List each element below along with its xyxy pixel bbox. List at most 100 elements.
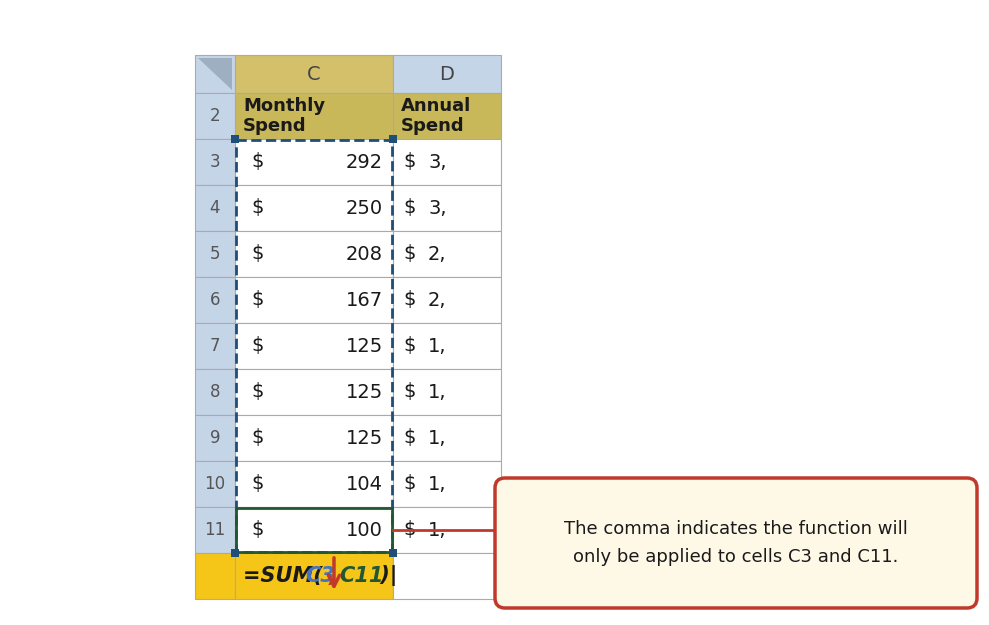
Text: ,: ,: [329, 566, 337, 586]
Text: $: $: [251, 199, 263, 217]
Text: 100: 100: [346, 521, 383, 539]
Bar: [389, 549, 397, 557]
Text: C3: C3: [305, 566, 335, 586]
Bar: [235, 277, 393, 323]
Text: )|: )|: [373, 566, 398, 586]
Text: 1,: 1,: [428, 429, 446, 448]
Text: $: $: [403, 429, 415, 448]
Bar: [393, 415, 501, 461]
Polygon shape: [198, 58, 232, 90]
Bar: [235, 93, 393, 139]
Bar: [195, 507, 235, 553]
Text: D: D: [439, 64, 454, 84]
Text: C: C: [308, 64, 320, 84]
Text: Annual
Spend: Annual Spend: [401, 97, 471, 135]
Text: 208: 208: [346, 244, 383, 264]
Text: $: $: [251, 291, 263, 309]
Text: $: $: [403, 199, 415, 217]
Text: 3: 3: [210, 153, 221, 171]
Bar: [235, 461, 393, 507]
Bar: [393, 323, 501, 369]
Bar: [235, 369, 393, 415]
Text: 6: 6: [210, 291, 221, 309]
Bar: [393, 55, 501, 93]
Text: The comma indicates the function will
only be applied to cells C3 and C11.: The comma indicates the function will on…: [564, 520, 908, 566]
Bar: [393, 507, 501, 553]
Text: 292: 292: [346, 152, 383, 171]
Bar: [393, 369, 501, 415]
Text: $: $: [403, 521, 415, 539]
Text: 2: 2: [210, 107, 221, 125]
Text: $: $: [251, 429, 263, 448]
Bar: [393, 277, 501, 323]
Bar: [235, 415, 393, 461]
Bar: [195, 231, 235, 277]
Bar: [393, 93, 501, 139]
Bar: [236, 140, 392, 552]
Text: $: $: [251, 336, 263, 356]
Text: 11: 11: [205, 521, 225, 539]
Bar: [195, 139, 235, 185]
Bar: [195, 461, 235, 507]
Text: $: $: [403, 474, 415, 494]
Text: 1,: 1,: [428, 474, 446, 494]
Text: $: $: [403, 244, 415, 264]
Bar: [393, 139, 501, 185]
Bar: [393, 461, 501, 507]
Bar: [235, 185, 393, 231]
Bar: [393, 553, 501, 599]
Text: 7: 7: [210, 337, 221, 355]
Bar: [195, 323, 235, 369]
Bar: [195, 553, 235, 599]
Text: $: $: [403, 382, 415, 401]
Text: 167: 167: [346, 291, 383, 309]
Bar: [235, 55, 393, 93]
Text: $: $: [251, 474, 263, 494]
Bar: [236, 508, 392, 552]
Text: C11: C11: [339, 566, 384, 586]
Text: 5: 5: [210, 245, 221, 263]
Text: 2,: 2,: [428, 291, 446, 309]
Text: 1,: 1,: [428, 521, 446, 539]
Bar: [231, 549, 239, 557]
FancyBboxPatch shape: [495, 478, 977, 608]
Bar: [195, 369, 235, 415]
Text: 125: 125: [346, 382, 383, 401]
Text: 2,: 2,: [428, 244, 446, 264]
Text: 104: 104: [346, 474, 383, 494]
Bar: [195, 93, 235, 139]
Text: 4: 4: [210, 199, 221, 217]
Bar: [231, 135, 239, 143]
Text: 250: 250: [346, 199, 383, 217]
Text: $: $: [251, 382, 263, 401]
Bar: [235, 231, 393, 277]
Text: 3,: 3,: [428, 152, 446, 171]
Bar: [195, 277, 235, 323]
Text: 125: 125: [346, 336, 383, 356]
Text: 1,: 1,: [428, 336, 446, 356]
Bar: [235, 139, 393, 185]
Text: 8: 8: [210, 383, 221, 401]
Bar: [235, 507, 393, 553]
Text: $: $: [251, 152, 263, 171]
Bar: [393, 185, 501, 231]
Text: 3,: 3,: [428, 199, 446, 217]
Text: $: $: [403, 291, 415, 309]
Text: 10: 10: [205, 475, 225, 493]
Bar: [195, 415, 235, 461]
Bar: [393, 231, 501, 277]
Text: $: $: [403, 152, 415, 171]
Bar: [389, 135, 397, 143]
Bar: [235, 553, 393, 599]
Text: 1,: 1,: [428, 382, 446, 401]
Text: 9: 9: [210, 429, 221, 447]
Bar: [195, 55, 235, 93]
Text: $: $: [403, 336, 415, 356]
Text: 125: 125: [346, 429, 383, 448]
Bar: [195, 185, 235, 231]
Text: =SUM(: =SUM(: [243, 566, 330, 586]
Text: $: $: [251, 244, 263, 264]
Bar: [235, 323, 393, 369]
Text: $: $: [251, 521, 263, 539]
Text: Monthly
Spend: Monthly Spend: [243, 97, 325, 135]
